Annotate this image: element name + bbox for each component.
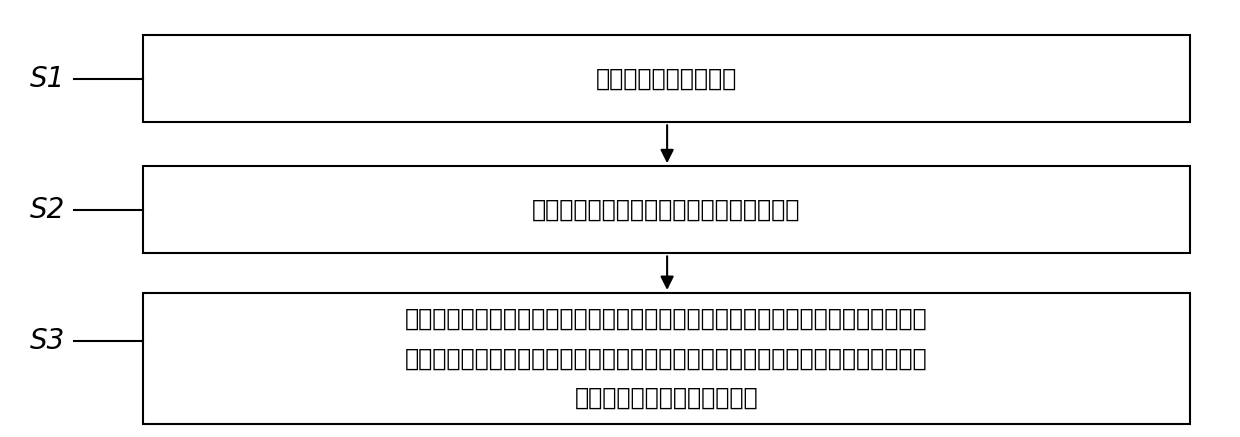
Text: S2: S2 bbox=[30, 196, 64, 224]
Text: 若电网电压和电网电流均超过对应阈值，则将发电系统的直流电压控制外环切换至第
一变流器，同时将给水泵、汽轮机和发电机的转速控制外环切换至汽轮机的进气阀，
以实现发: 若电网电压和电网电流均超过对应阈值，则将发电系统的直流电压控制外环切换至第 一变… bbox=[405, 307, 928, 409]
Text: 检测电网的电压和电流: 检测电网的电压和电流 bbox=[596, 67, 737, 90]
Bar bbox=[143, 293, 1190, 424]
Text: S3: S3 bbox=[30, 327, 64, 355]
Text: S1: S1 bbox=[30, 65, 64, 93]
Bar bbox=[143, 35, 1190, 122]
Bar bbox=[143, 166, 1190, 253]
Text: 判断电网电压和电网电流是否超过对应阈值: 判断电网电压和电网电流是否超过对应阈值 bbox=[532, 198, 801, 222]
